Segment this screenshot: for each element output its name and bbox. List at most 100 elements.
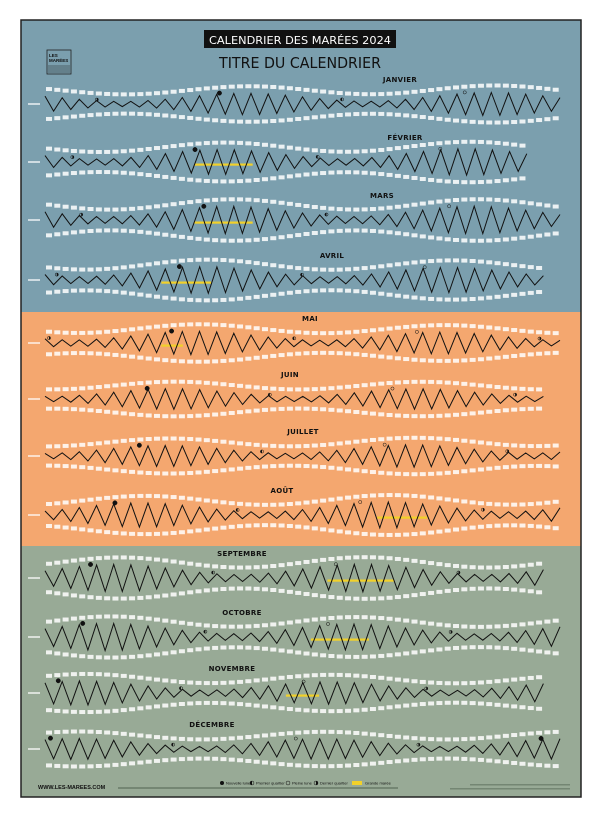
tide-time-label (261, 293, 268, 298)
reference-label (28, 455, 40, 457)
tide-time-label (145, 205, 152, 210)
tide-time-label (369, 411, 376, 416)
tide-time-label (153, 677, 160, 682)
tide-time-label (486, 409, 493, 414)
tide-time-label (320, 764, 327, 769)
tide-time-label (87, 90, 94, 95)
tide-time-label (187, 680, 194, 685)
new-moon-icon (176, 264, 182, 270)
tide-time-label (444, 297, 451, 302)
tide-time-label (129, 596, 136, 601)
tide-time-label (444, 140, 451, 145)
tide-time-label (461, 737, 468, 742)
tide-time-label (411, 493, 418, 498)
tide-time-label (494, 645, 501, 650)
tide-time-label (70, 499, 77, 504)
tide-time-label (494, 702, 501, 707)
tide-time-label (469, 382, 476, 387)
tide-time-label (461, 438, 468, 443)
tide-time-label (270, 176, 277, 181)
tide-time-label (70, 267, 77, 272)
new-moon-icon (538, 735, 544, 741)
tide-time-label (527, 648, 534, 653)
tide-time-label (486, 645, 493, 650)
legend-last-quarter: Dernier quartier (320, 781, 348, 786)
tide-time-label (411, 324, 418, 329)
tide-time-label (170, 89, 177, 94)
tide-time-label (469, 736, 476, 741)
tide-time-label (253, 646, 260, 651)
tide-time-label (137, 92, 144, 97)
tide-time-label (178, 201, 185, 206)
tide-time-label (411, 114, 418, 119)
tide-time-label (203, 681, 210, 686)
tide-time-label (477, 701, 484, 706)
tide-time-label (502, 646, 509, 651)
tide-time-label (137, 615, 144, 620)
tide-time-label (286, 174, 293, 179)
tide-time-label (386, 230, 393, 235)
tide-time-label (303, 592, 310, 597)
tide-time-label (494, 523, 501, 528)
tide-time-label (494, 734, 501, 739)
tide-time-label (95, 441, 102, 446)
tide-time-label (228, 297, 235, 302)
tide-time-label (237, 238, 244, 243)
tide-time-label (477, 624, 484, 629)
tide-time-label (253, 678, 260, 683)
tide-time-label (187, 258, 194, 263)
tide-time-label (245, 702, 252, 707)
tide-time-label (369, 470, 376, 475)
full-moon-icon (438, 146, 443, 151)
tide-time-label (295, 463, 302, 468)
tide-time-label (187, 200, 194, 205)
tide-time-label (328, 149, 335, 154)
tide-time-label (278, 144, 285, 149)
tide-time-label (178, 176, 185, 181)
tide-time-label (62, 351, 69, 356)
tide-wave (44, 500, 561, 530)
tide-time-label (369, 382, 376, 387)
tide-time-label (87, 149, 94, 154)
tide-time-label (153, 146, 160, 151)
tide-time-label (245, 523, 252, 528)
tide-time-label (361, 352, 368, 357)
tide-time-label (237, 441, 244, 446)
tide-time-label (477, 586, 484, 591)
tide-time-label (411, 379, 418, 384)
tide-time-label (386, 147, 393, 152)
tide-time-label (203, 257, 210, 262)
tide-time-label (428, 88, 435, 93)
tide-time-label (544, 351, 551, 356)
tide-time-label (511, 677, 518, 682)
tide-time-label (203, 700, 210, 705)
tide-time-label (278, 328, 285, 333)
tide-time-label (261, 119, 268, 124)
tide-time-label (419, 559, 426, 564)
tide-time-label (54, 524, 61, 529)
tide-time-label (87, 465, 94, 470)
tide-time-label (328, 267, 335, 272)
tide-time-label (320, 465, 327, 470)
tide-time-label (162, 174, 169, 179)
tide-time-label (70, 593, 77, 598)
tide-time-label (261, 502, 268, 507)
tide-time-label (428, 471, 435, 476)
tide-time-label (436, 358, 443, 363)
tide-time-label (477, 383, 484, 388)
tide-time-label (444, 681, 451, 686)
tide-time-label (444, 737, 451, 742)
tide-time-label (444, 700, 451, 705)
website-link[interactable]: WWW.LES-MAREES.COM (38, 785, 106, 791)
tide-time-label (511, 407, 518, 412)
tide-time-label (178, 471, 185, 476)
tide-time-label (527, 201, 534, 206)
tide-time-label (536, 202, 543, 207)
tide-time-label (403, 357, 410, 362)
month-3: AVRIL (28, 252, 544, 303)
tide-time-label (511, 236, 518, 241)
tide-time-label (519, 264, 526, 269)
tide-time-label (87, 654, 94, 659)
tide-time-label (153, 735, 160, 740)
tide-time-label (104, 207, 111, 212)
